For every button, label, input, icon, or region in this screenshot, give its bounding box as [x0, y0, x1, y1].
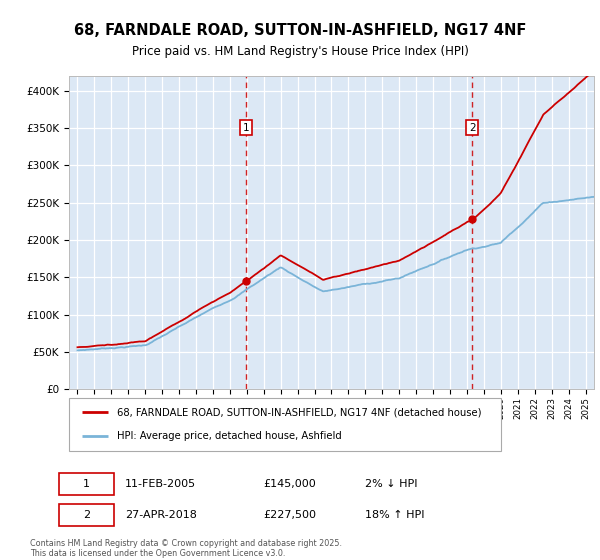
Text: 68, FARNDALE ROAD, SUTTON-IN-ASHFIELD, NG17 4NF (detached house): 68, FARNDALE ROAD, SUTTON-IN-ASHFIELD, N… — [116, 408, 481, 418]
Text: £145,000: £145,000 — [263, 479, 316, 489]
FancyBboxPatch shape — [59, 503, 114, 526]
Text: 68, FARNDALE ROAD, SUTTON-IN-ASHFIELD, NG17 4NF: 68, FARNDALE ROAD, SUTTON-IN-ASHFIELD, N… — [74, 24, 526, 38]
Text: £227,500: £227,500 — [263, 510, 316, 520]
FancyBboxPatch shape — [69, 398, 501, 451]
Text: 2: 2 — [469, 123, 475, 133]
Text: Price paid vs. HM Land Registry's House Price Index (HPI): Price paid vs. HM Land Registry's House … — [131, 45, 469, 58]
Text: Contains HM Land Registry data © Crown copyright and database right 2025.
This d: Contains HM Land Registry data © Crown c… — [30, 539, 342, 558]
Text: 11-FEB-2005: 11-FEB-2005 — [125, 479, 196, 489]
Text: 1: 1 — [83, 479, 90, 489]
Text: 1: 1 — [242, 123, 249, 133]
Text: 2: 2 — [83, 510, 90, 520]
Text: HPI: Average price, detached house, Ashfield: HPI: Average price, detached house, Ashf… — [116, 431, 341, 441]
FancyBboxPatch shape — [59, 473, 114, 495]
Text: 2% ↓ HPI: 2% ↓ HPI — [365, 479, 418, 489]
Text: 27-APR-2018: 27-APR-2018 — [125, 510, 197, 520]
Text: 18% ↑ HPI: 18% ↑ HPI — [365, 510, 424, 520]
